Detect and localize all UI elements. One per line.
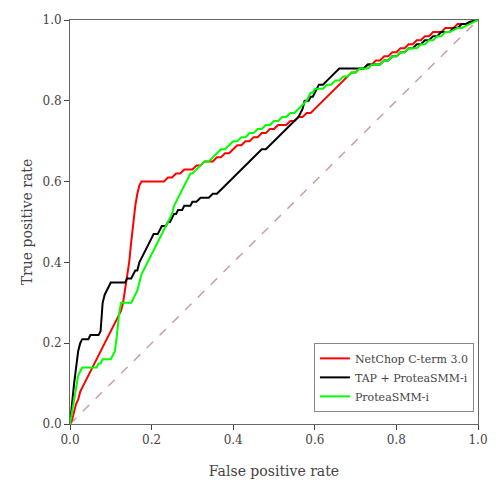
svg-text:0.2: 0.2 [142, 433, 161, 447]
svg-text:ProteaSMM-i: ProteaSMM-i [355, 391, 430, 404]
svg-text:0.0: 0.0 [43, 417, 62, 431]
svg-text:1.0: 1.0 [43, 13, 62, 27]
svg-text:0.0: 0.0 [60, 433, 79, 447]
svg-text:NetChop C-term 3.0: NetChop C-term 3.0 [355, 353, 468, 366]
svg-text:1.0: 1.0 [468, 433, 487, 447]
svg-text:0.2: 0.2 [43, 336, 62, 350]
svg-text:0.6: 0.6 [305, 433, 324, 447]
svg-text:False positive rate: False positive rate [209, 463, 339, 479]
svg-text:0.8: 0.8 [387, 433, 406, 447]
svg-text:True positive rate: True positive rate [19, 159, 35, 286]
svg-text:0.6: 0.6 [43, 175, 62, 189]
svg-text:0.4: 0.4 [43, 256, 62, 270]
svg-text:TAP + ProteaSMM-i: TAP + ProteaSMM-i [355, 372, 468, 385]
svg-text:0.8: 0.8 [43, 94, 62, 108]
svg-text:0.4: 0.4 [224, 433, 243, 447]
